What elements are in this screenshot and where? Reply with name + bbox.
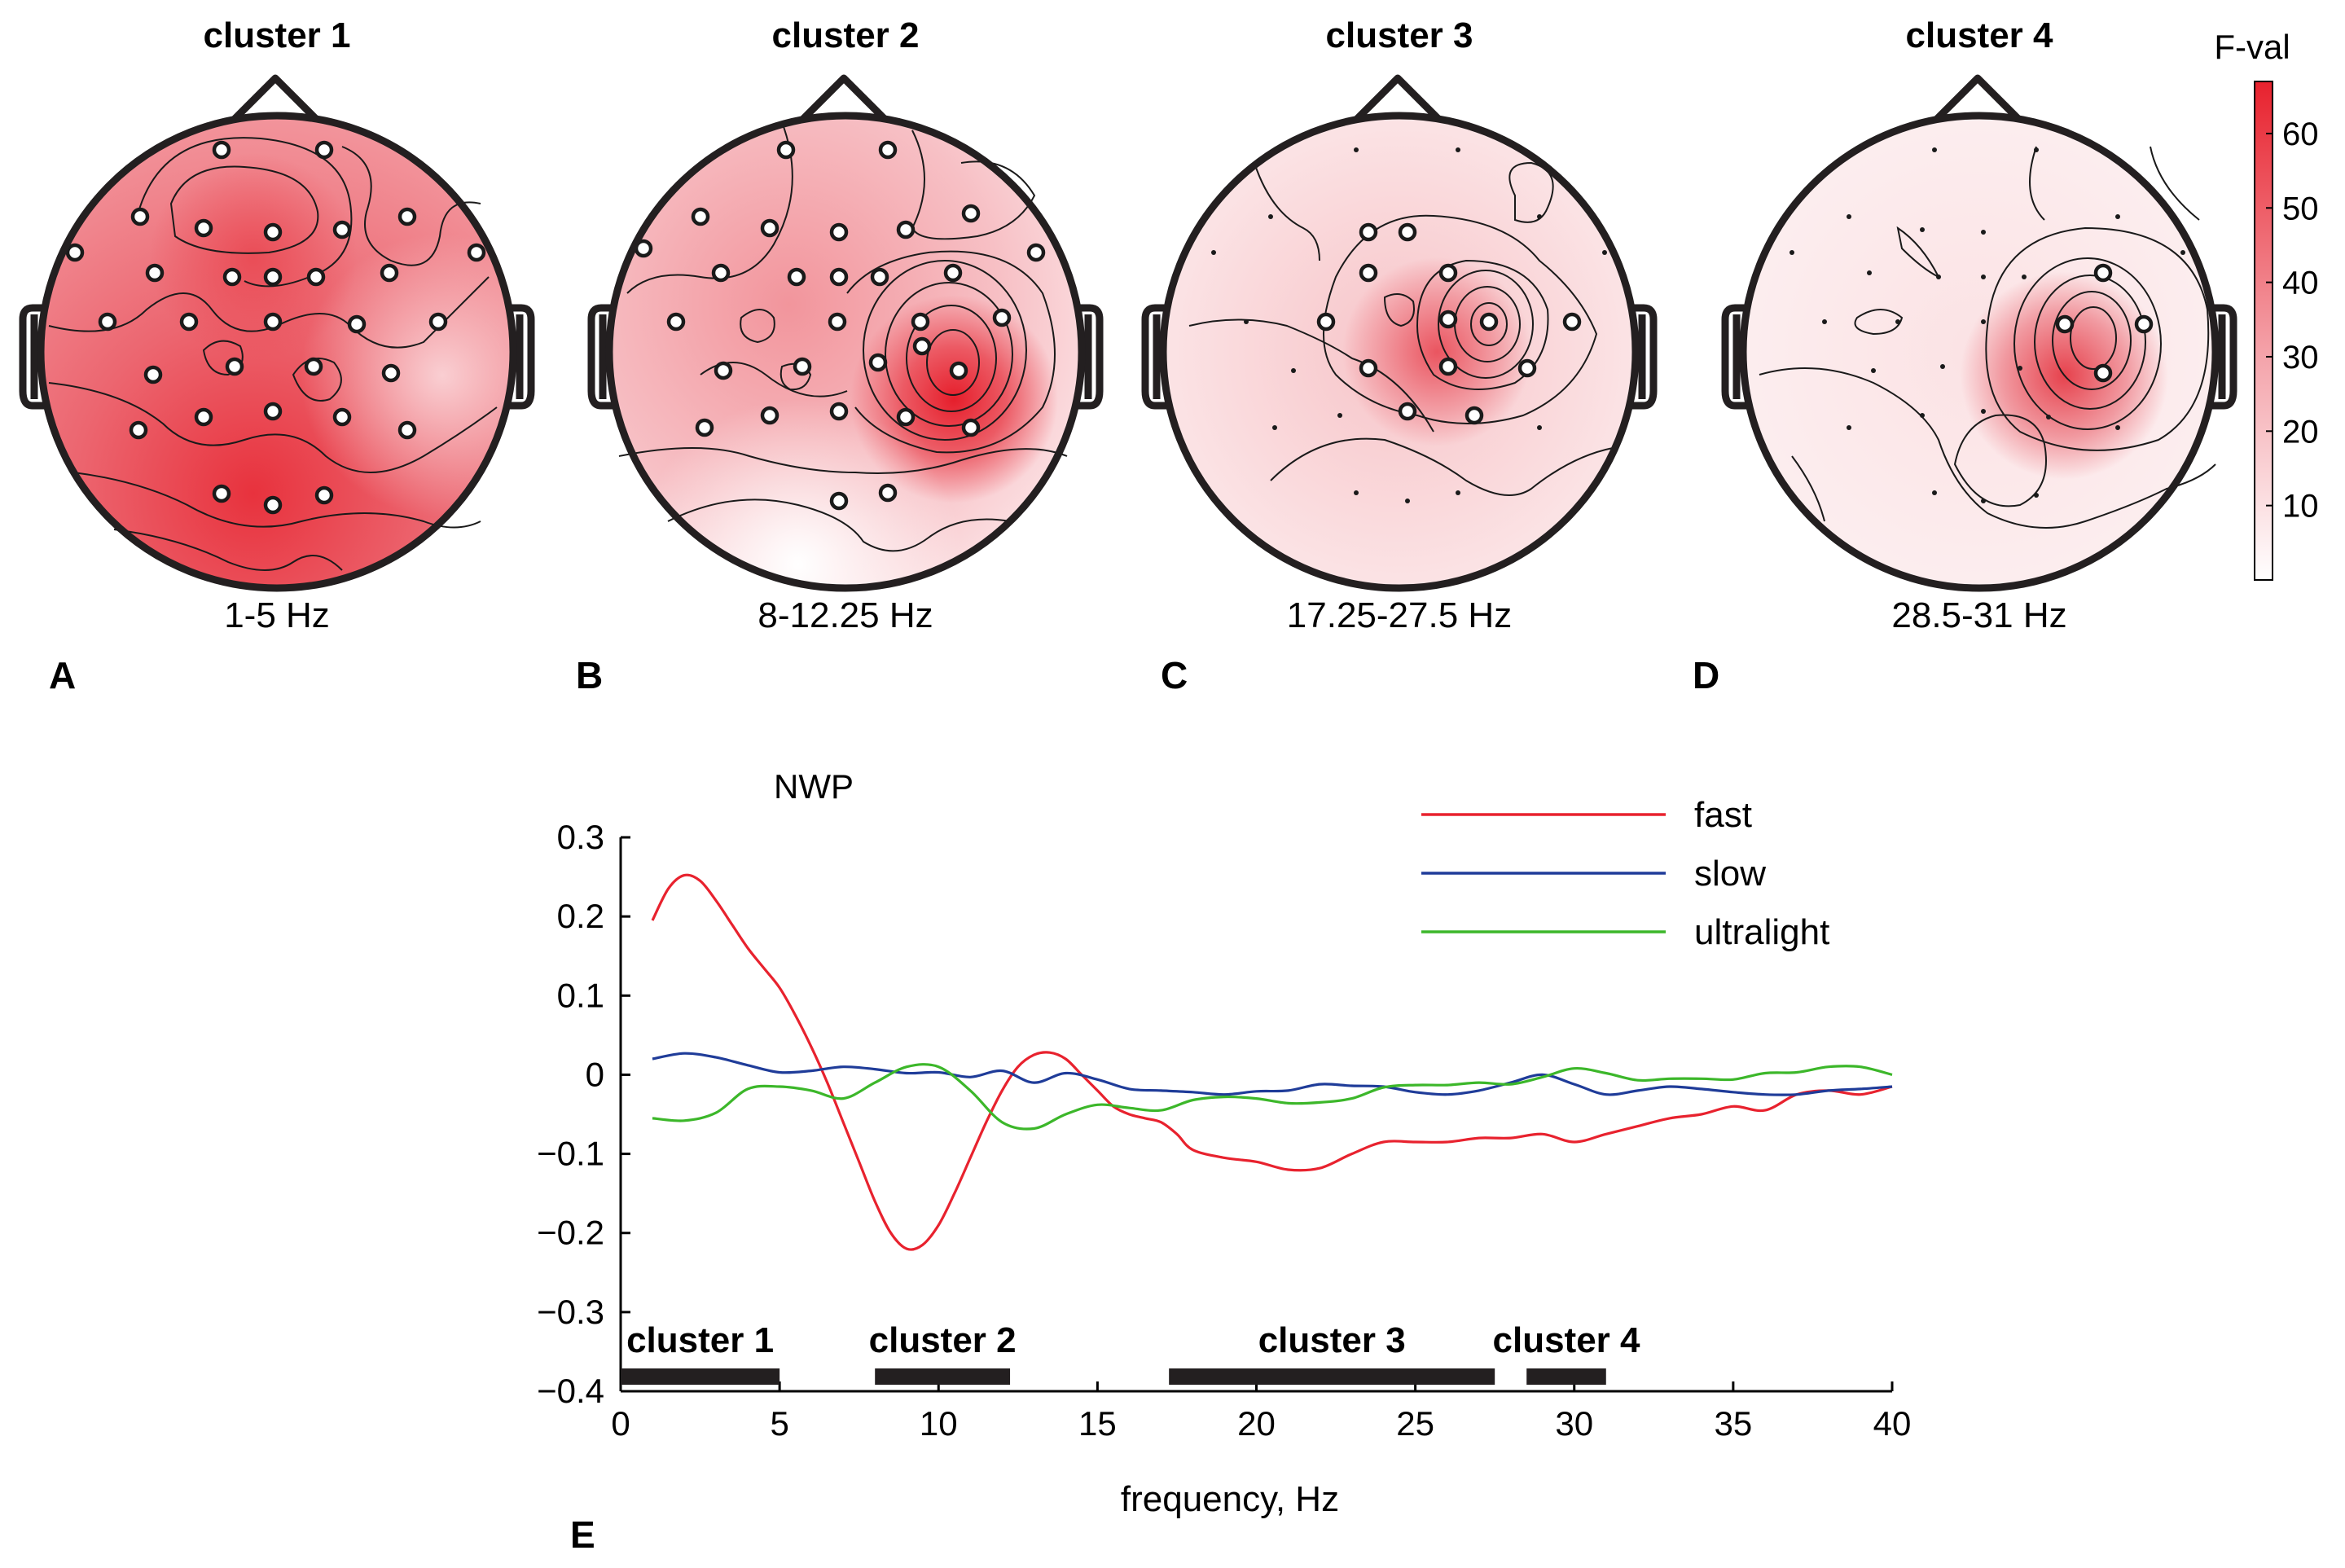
topomap-a-right-ear (509, 304, 535, 410)
panel-label-d: D (1693, 654, 1719, 696)
cluster-bar-label-2: cluster 2 (869, 1320, 1017, 1360)
cluster-bar-1 (621, 1368, 780, 1385)
x-tick-label: 20 (1237, 1404, 1276, 1443)
cluster-bar-3 (1169, 1368, 1495, 1385)
topomap-b-nose (800, 74, 888, 122)
chart-cluster-bars: cluster 1 cluster 2 cluster 3 cluster 4 (621, 1320, 1640, 1385)
y-tick-label: 0.1 (557, 976, 604, 1014)
topomap-b-right-ear (1078, 304, 1104, 410)
topomap-c-contours (1188, 161, 1614, 496)
topomap-b-left-ear (587, 304, 613, 410)
y-tick-label: −0.2 (537, 1214, 604, 1252)
legend-label-fast: fast (1694, 795, 1752, 835)
cluster-bar-2 (875, 1368, 1011, 1385)
topomap-b-title: cluster 2 (772, 15, 920, 55)
x-tick-label: 15 (1078, 1404, 1117, 1443)
chart-xlabel: frequency, Hz (1121, 1479, 1339, 1519)
chart-series-lines (651, 873, 1893, 1251)
y-tick-label: −0.4 (537, 1372, 604, 1410)
topomap-a-title: cluster 1 (204, 15, 351, 55)
topomap-a-electrodes (65, 140, 486, 515)
topomap-a: cluster 1 (19, 15, 535, 696)
x-tick-label: 30 (1555, 1404, 1593, 1443)
topomap-d: cluster 4 (1693, 15, 2237, 696)
x-tick-label: 5 (770, 1404, 788, 1443)
panel-label-c: C (1161, 654, 1188, 696)
topomap-d-band: 28.5-31 Hz (1891, 595, 2066, 635)
panel-label-b: B (576, 654, 603, 696)
topomap-b: cluster 2 (576, 15, 1104, 696)
topomap-a-band: 1-5 Hz (224, 595, 330, 635)
colorbar-tick-label: 40 (2282, 266, 2319, 301)
colorbar-tick-label: 50 (2282, 191, 2319, 226)
y-tick-label: −0.1 (537, 1135, 604, 1173)
topomap-a-nose (231, 74, 319, 122)
topomap-c-left-ear (1141, 304, 1167, 410)
colorbar: F-val 10 20 30 40 50 60 (2214, 28, 2319, 581)
colorbar-tick-label: 10 (2282, 489, 2319, 525)
line-chart: NWP 0.3 0.2 0.1 0 −0.1 −0.2 −0.3 −0.4 0 5 10 15 20 2… (537, 767, 1911, 1556)
x-tick-label: 10 (920, 1404, 958, 1443)
cluster-bar-label-4: cluster 4 (1493, 1320, 1641, 1360)
cluster-bar-4 (1526, 1368, 1606, 1385)
cluster-bar-label-1: cluster 1 (626, 1320, 774, 1360)
topomap-d-nose (1934, 74, 2022, 122)
chart-ylabel: NWP (774, 767, 854, 806)
topomap-a-head (37, 112, 517, 592)
chart-x-ticks: 0 5 10 15 20 25 30 35 40 (611, 1381, 1911, 1443)
panel-label-a: A (49, 654, 76, 696)
x-tick-label: 0 (611, 1404, 630, 1443)
topomap-b-contours (618, 121, 1068, 552)
topomap-c-right-ear (1631, 304, 1658, 410)
series-line-slow (652, 1052, 1893, 1096)
colorbar-tick-label: 30 (2282, 340, 2319, 376)
topomap-d-contours (1759, 146, 2216, 529)
topomap-b-head (605, 112, 1086, 592)
cluster-bar-label-3: cluster 3 (1258, 1320, 1406, 1360)
y-tick-label: 0.3 (557, 818, 604, 856)
chart-legend: fast slow ultralight (1421, 795, 1829, 952)
topomap-d-left-ear (1721, 304, 1747, 410)
topomap-d-right-ear (2211, 304, 2237, 410)
colorbar-tick-label: 60 (2282, 116, 2319, 152)
topomap-c-electrodes (1211, 147, 1607, 503)
topomap-b-band: 8-12.25 Hz (758, 595, 933, 635)
topomap-c-title: cluster 3 (1326, 15, 1473, 55)
x-tick-label: 40 (1873, 1404, 1912, 1443)
y-tick-label: 0.2 (557, 897, 604, 935)
colorbar-label: F-val (2214, 28, 2290, 66)
y-tick-label: −0.3 (537, 1293, 604, 1331)
topomap-c-head (1159, 112, 1640, 592)
series-line-fast (651, 873, 1893, 1251)
topomap-d-electrodes (1789, 147, 2185, 503)
topomap-c-band: 17.25-27.5 Hz (1287, 595, 1512, 635)
y-tick-label: 0 (586, 1055, 604, 1093)
topomap-d-head (1739, 112, 2220, 592)
colorbar-scale (2254, 81, 2273, 581)
panel-label-e: E (570, 1513, 595, 1556)
x-tick-label: 35 (1715, 1404, 1753, 1443)
topomap-a-left-ear (19, 304, 45, 410)
legend-label-slow: slow (1694, 854, 1766, 894)
colorbar-ticks: 10 20 30 40 50 60 (2266, 116, 2319, 525)
colorbar-tick-label: 20 (2282, 414, 2319, 450)
legend-label-ultralight: ultralight (1694, 912, 1829, 952)
topomap-b-electrodes (634, 140, 1046, 511)
topomap-c: cluster 3 (1141, 15, 1658, 696)
topomap-c-nose (1354, 74, 1442, 122)
x-tick-label: 25 (1396, 1404, 1434, 1443)
chart-y-ticks: 0.3 0.2 0.1 0 −0.1 −0.2 −0.3 −0.4 (537, 818, 630, 1410)
topomap-d-title: cluster 4 (1906, 15, 2054, 55)
series-line-ultralight (652, 1063, 1893, 1131)
